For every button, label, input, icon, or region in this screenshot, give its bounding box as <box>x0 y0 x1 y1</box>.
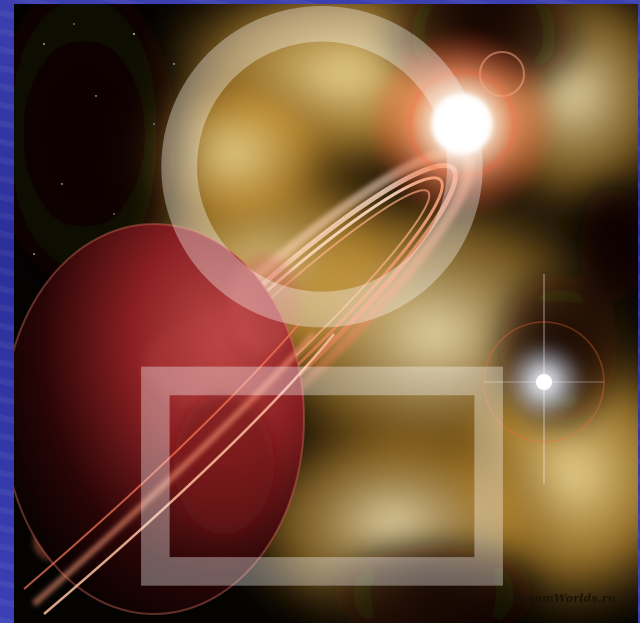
logo-mark-icon <box>141 5 503 586</box>
bright-star <box>367 29 557 219</box>
space-artwork: DreamWorlds.ru <box>14 4 638 623</box>
planet-rings-front <box>23 323 335 615</box>
space-scene <box>14 4 638 623</box>
red-planet <box>14 223 305 615</box>
dark-voids <box>14 4 638 623</box>
background-stars <box>33 23 175 255</box>
distant-star <box>483 274 605 484</box>
site-watermark: DreamWorlds.ru <box>511 592 616 605</box>
